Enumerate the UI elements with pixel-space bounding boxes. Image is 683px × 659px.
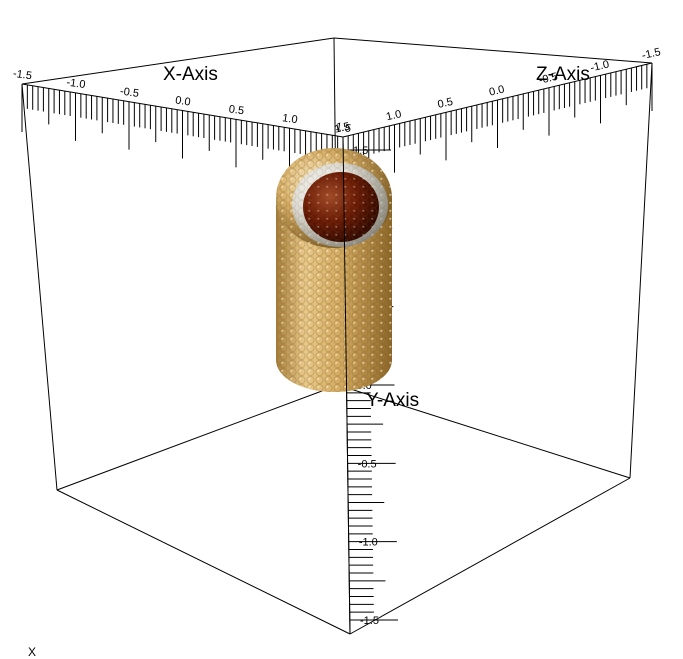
y-axis-line xyxy=(342,136,351,635)
box-edge xyxy=(337,384,631,479)
z-axis-ruler: 1.5 1.0 0.5 0.0 -0.5 -1.0 -1.5 xyxy=(334,46,662,185)
x-tick-label: 1.0 xyxy=(282,112,299,126)
x-axis-ruler: -1.5 -1.0 -0.5 0.0 0.5 1.0 1.5 xyxy=(12,68,352,185)
y-tick-label: -1.0 xyxy=(359,537,378,549)
box-edge xyxy=(21,83,58,491)
z-tick-label: -0.5 xyxy=(538,71,559,87)
z-tick-label: -1.5 xyxy=(641,46,662,62)
z-tick-label: 0.5 xyxy=(437,96,455,111)
z-tick-label: -1.0 xyxy=(589,58,610,74)
x-axis-title: X-Axis xyxy=(163,64,218,85)
y-axis-title: Y-Axis xyxy=(366,390,420,411)
box-edge xyxy=(56,489,351,635)
z-tick-label: 1.0 xyxy=(385,108,403,123)
nanorod[interactable] xyxy=(276,148,392,392)
x-tick-label: 0.5 xyxy=(228,103,245,117)
x-tick-label: -1.0 xyxy=(66,77,86,92)
x-tick-label: 1.5 xyxy=(335,121,352,135)
box-edge xyxy=(21,37,335,85)
y-tick-label: -1.5 xyxy=(360,615,379,627)
z-axis-title: Z-Axis xyxy=(536,64,590,85)
corner-axis-label: X xyxy=(28,645,37,659)
z-tick-label: 1.5 xyxy=(334,121,352,136)
box-edge xyxy=(349,477,631,635)
z-tick-label: 0.0 xyxy=(488,84,506,99)
box-edge xyxy=(56,384,339,491)
x-tick-label: 0.0 xyxy=(175,95,192,109)
y-tick-label: -0.5 xyxy=(358,458,377,470)
x-tick-label: -0.5 xyxy=(119,85,139,100)
box-edge xyxy=(629,62,653,479)
box-edge xyxy=(333,37,653,64)
x-tick-label: -1.5 xyxy=(12,68,32,83)
